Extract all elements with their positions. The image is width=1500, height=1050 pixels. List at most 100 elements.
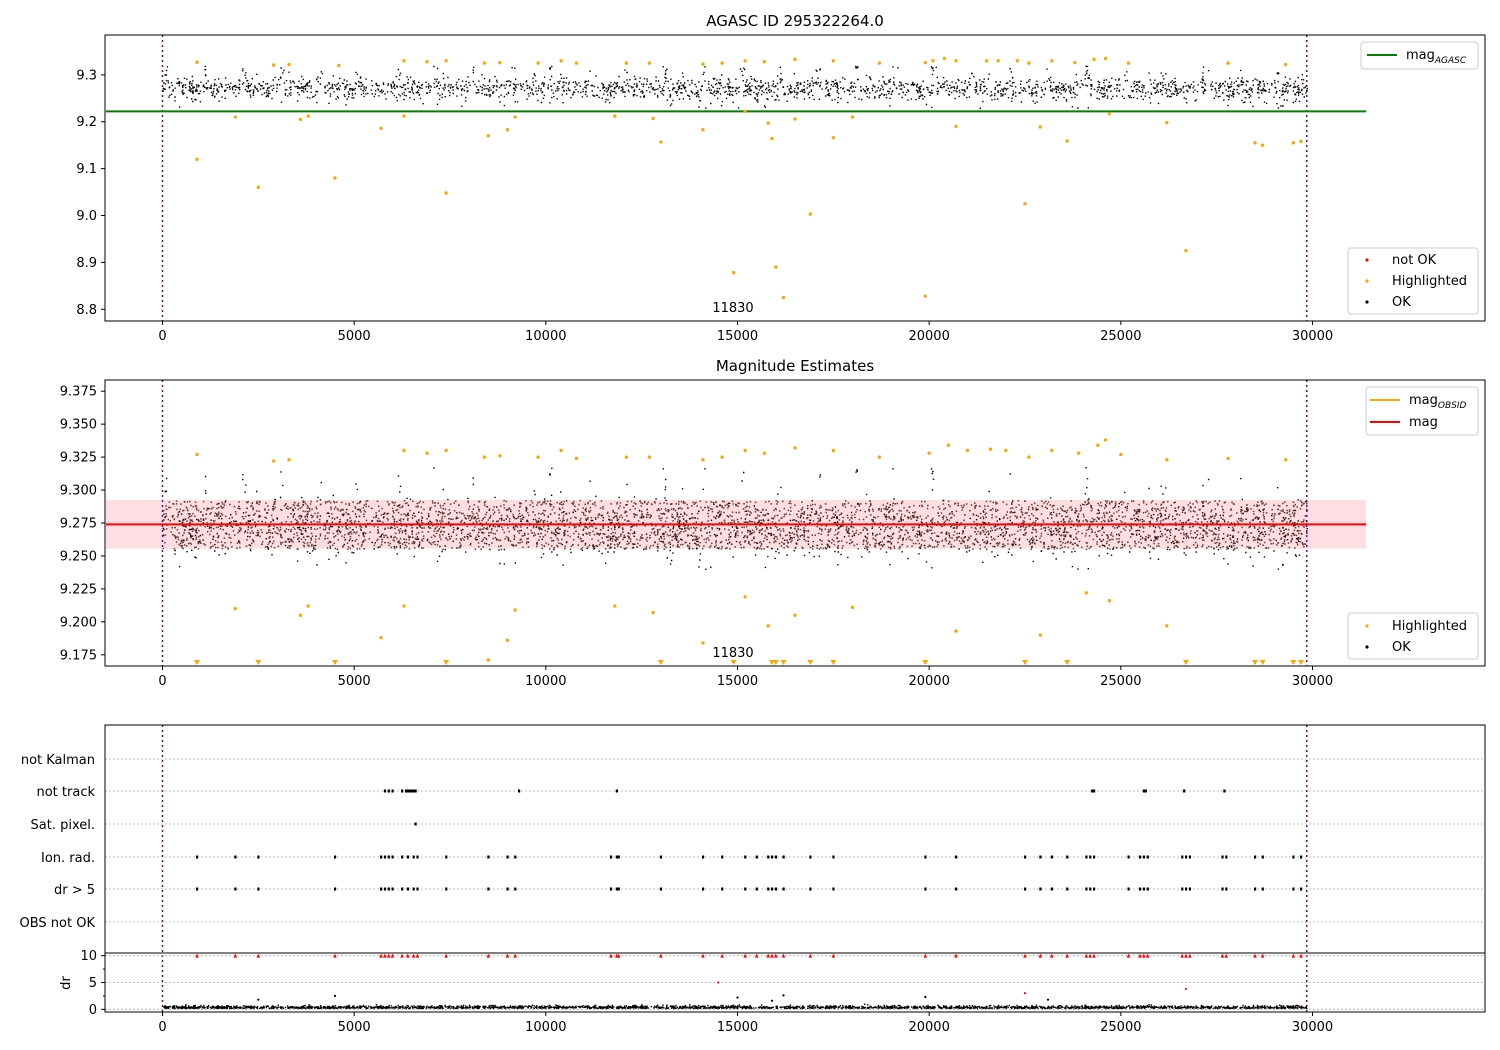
dr-clipped-marker xyxy=(486,953,491,958)
highlighted-point xyxy=(574,456,579,461)
flag-marker xyxy=(401,789,404,793)
flag-marker xyxy=(196,855,199,859)
flag-marker xyxy=(445,855,448,859)
highlighted-point xyxy=(306,114,310,118)
obsid-legend-sub: OBSID xyxy=(1438,401,1467,411)
highlighted-point xyxy=(298,613,303,617)
highlighted-point xyxy=(766,121,770,125)
flag-marker xyxy=(744,887,747,891)
flag-marker xyxy=(412,855,415,859)
highlighted-point xyxy=(379,126,383,131)
dr-baseline-points xyxy=(163,1003,1308,1010)
highlighted-point xyxy=(927,451,931,455)
highlighted-point xyxy=(954,59,958,63)
highlighted-point xyxy=(954,124,958,129)
highlighted-offscale-marker xyxy=(332,660,338,665)
highlighted-point xyxy=(701,128,705,132)
flag-marker xyxy=(334,887,337,891)
flag-marker xyxy=(1091,789,1094,793)
highlighted-point xyxy=(1260,143,1265,147)
magnitude-line-legend: magOBSID mag xyxy=(1365,386,1479,436)
flag-marker xyxy=(1292,855,1295,859)
flag-marker xyxy=(234,887,237,891)
flag-marker xyxy=(514,855,517,859)
flag-marker xyxy=(1144,789,1147,793)
flag-marker xyxy=(721,887,724,891)
y-tick-label: 9.2 xyxy=(76,115,97,130)
flag-marker xyxy=(1085,887,1088,891)
highlighted-point xyxy=(793,117,797,121)
highlighted-point xyxy=(482,455,487,459)
flag-marker xyxy=(391,855,394,859)
agasc-annotation: 11830 xyxy=(712,301,753,316)
dr-clipped-marker xyxy=(1050,953,1054,958)
highlighted-offscale-marker xyxy=(1022,660,1028,665)
dr-outlier-point xyxy=(924,995,927,999)
highlighted-point xyxy=(1226,456,1230,461)
dr-outlier-point xyxy=(770,999,774,1002)
highlighted-point xyxy=(425,60,429,64)
highlighted-point xyxy=(233,115,238,119)
dr-clipped-marker xyxy=(720,953,724,958)
dr-clipped-marker xyxy=(1291,953,1296,958)
dr-clipped-marker xyxy=(774,953,778,958)
highlighted-point xyxy=(536,61,540,65)
x-tick-label: 30000 xyxy=(1292,674,1333,689)
dr-clipped-marker xyxy=(1084,953,1089,958)
highlighted-point xyxy=(505,638,510,642)
flag-marker xyxy=(809,855,812,859)
highlighted-point xyxy=(831,59,836,63)
flags-plot-area xyxy=(105,725,1485,1012)
flag-marker xyxy=(383,887,387,891)
flag-marker xyxy=(1221,887,1224,891)
flag-marker xyxy=(617,887,620,891)
flag-marker xyxy=(404,789,408,793)
flag-marker xyxy=(401,855,404,859)
y-tick-label: 9.325 xyxy=(60,451,97,466)
flag-marker xyxy=(1254,855,1257,859)
dr-clipped-marker xyxy=(1138,953,1142,958)
flag-marker xyxy=(755,887,758,891)
dr-clipped-marker xyxy=(1299,953,1303,958)
dr-clipped-marker xyxy=(233,953,238,958)
highlighted-point xyxy=(954,629,958,633)
flag-marker xyxy=(406,789,410,793)
highlighted-point xyxy=(923,60,928,65)
flag-marker xyxy=(1185,855,1188,859)
flag-marker xyxy=(391,887,394,891)
dr-outlier-point xyxy=(736,996,739,999)
highlighted-point xyxy=(850,115,855,119)
flag-marker xyxy=(1085,855,1088,859)
highlighted-point xyxy=(233,606,238,611)
agasc-panel: AGASC ID 295322264.0 0 5000 10000 15000 2000… xyxy=(76,12,1486,344)
highlighted-point xyxy=(743,595,747,599)
y-tick-label: 9.225 xyxy=(60,582,97,597)
dr-clipped-marker xyxy=(1145,953,1150,958)
dr-clipped-marker xyxy=(609,953,613,958)
flag-marker xyxy=(506,887,509,891)
dr-clipped-marker xyxy=(1126,953,1131,958)
flag-marker xyxy=(414,822,417,826)
dr-clipped-marker xyxy=(1220,953,1225,958)
y-tick-label: 9.375 xyxy=(60,385,97,400)
flag-marker xyxy=(1181,887,1184,891)
highlighted-point xyxy=(1253,141,1257,145)
highlighted-point xyxy=(701,458,705,462)
agasc-line-legend-label: mag xyxy=(1406,48,1435,63)
highlighted-point xyxy=(195,60,199,64)
flag-marker xyxy=(1181,855,1184,859)
flag-marker xyxy=(383,789,387,793)
flag-marker xyxy=(782,855,785,859)
highlighted-point xyxy=(498,60,502,65)
flag-marker xyxy=(767,887,770,891)
highlighted-point xyxy=(536,455,540,459)
highlighted-point xyxy=(333,176,337,180)
flag-marker xyxy=(615,855,618,859)
highlighted-point xyxy=(647,455,652,459)
flag-marker xyxy=(257,855,260,859)
flags-panel: not Kalman not track Sat. pixel. Ion. rad. d… xyxy=(20,724,1486,1035)
y-tick-label: 9.175 xyxy=(60,648,97,663)
magnitude-points-legend: Highlighted OK xyxy=(1347,612,1479,660)
dr-clipped-marker xyxy=(1188,953,1192,958)
